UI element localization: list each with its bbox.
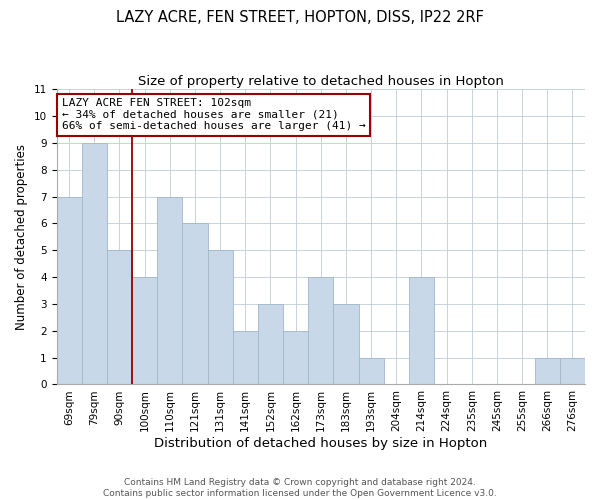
Bar — [535, 358, 560, 384]
Text: LAZY ACRE, FEN STREET, HOPTON, DISS, IP22 2RF: LAZY ACRE, FEN STREET, HOPTON, DISS, IP2… — [116, 10, 484, 25]
Bar — [560, 358, 585, 384]
Bar — [56, 196, 82, 384]
Y-axis label: Number of detached properties: Number of detached properties — [15, 144, 28, 330]
Bar — [334, 304, 359, 384]
Bar — [132, 277, 157, 384]
Title: Size of property relative to detached houses in Hopton: Size of property relative to detached ho… — [138, 75, 504, 88]
Bar — [283, 331, 308, 384]
Text: Contains HM Land Registry data © Crown copyright and database right 2024.
Contai: Contains HM Land Registry data © Crown c… — [103, 478, 497, 498]
Bar — [258, 304, 283, 384]
Bar — [308, 277, 334, 384]
Text: LAZY ACRE FEN STREET: 102sqm
← 34% of detached houses are smaller (21)
66% of se: LAZY ACRE FEN STREET: 102sqm ← 34% of de… — [62, 98, 365, 131]
Bar — [359, 358, 383, 384]
Bar — [409, 277, 434, 384]
Bar — [233, 331, 258, 384]
Bar — [107, 250, 132, 384]
Bar — [82, 143, 107, 384]
Bar — [182, 224, 208, 384]
X-axis label: Distribution of detached houses by size in Hopton: Distribution of detached houses by size … — [154, 437, 487, 450]
Bar — [208, 250, 233, 384]
Bar — [157, 196, 182, 384]
